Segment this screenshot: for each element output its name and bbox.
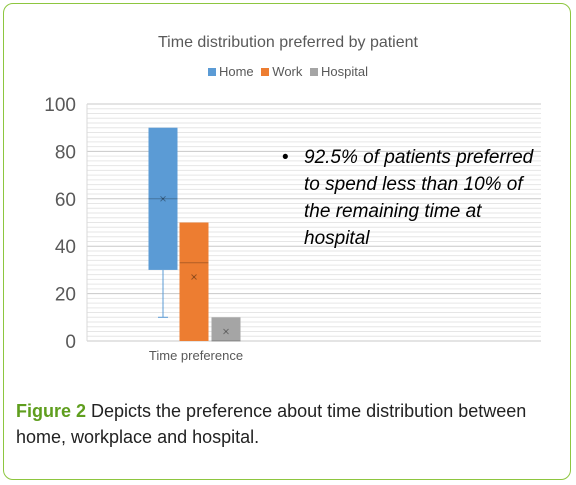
box-hospital [211,317,241,341]
caption-text: Depicts the preference about time distri… [16,401,527,447]
box-home [148,127,178,270]
chart-title: Time distribution preferred by patient [158,34,418,51]
figure-caption: Figure 2 Depicts the preference about ti… [16,398,556,450]
annotation-bullet: • [282,147,289,168]
mean-marker-work-b [191,274,197,280]
y-tick-label: 80 [55,142,76,163]
legend-item-home: Home [207,64,254,79]
y-tick-label: 60 [55,190,76,211]
y-tick-label: 100 [44,95,76,116]
legend-label-home: Home [218,64,254,79]
mean-marker-hospital-a [223,328,229,335]
legend: Home Work Hospital [0,64,576,79]
legend-swatch-home [207,67,216,76]
mean-marker-hospital-b [223,328,229,335]
mean-marker-home-a [160,195,166,202]
x-category-label: Time preference [149,348,243,363]
legend-swatch-work [261,67,270,76]
y-tick-label: 0 [65,332,76,353]
legend-label-hospital: Hospital [321,64,368,79]
y-tick-label: 40 [55,237,76,258]
caption-label: Figure 2 [16,401,87,421]
mean-marker-work-a [191,274,197,280]
legend-item-hospital: Hospital [310,64,368,79]
annotation-text: 92.5% of patients preferred to spend les… [304,147,534,249]
legend-swatch-hospital [310,67,319,76]
mean-marker-home-b [160,195,166,202]
legend-item-work: Work [261,64,302,79]
box-work [179,222,209,341]
y-tick-label: 20 [55,285,76,306]
legend-label-work: Work [272,64,303,79]
annotation: • 92.5% of patients preferred to spend l… [282,144,542,252]
